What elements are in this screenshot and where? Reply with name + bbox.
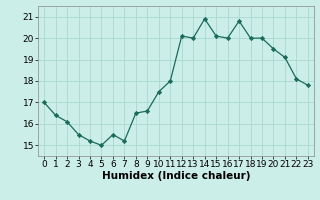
X-axis label: Humidex (Indice chaleur): Humidex (Indice chaleur) bbox=[102, 171, 250, 181]
